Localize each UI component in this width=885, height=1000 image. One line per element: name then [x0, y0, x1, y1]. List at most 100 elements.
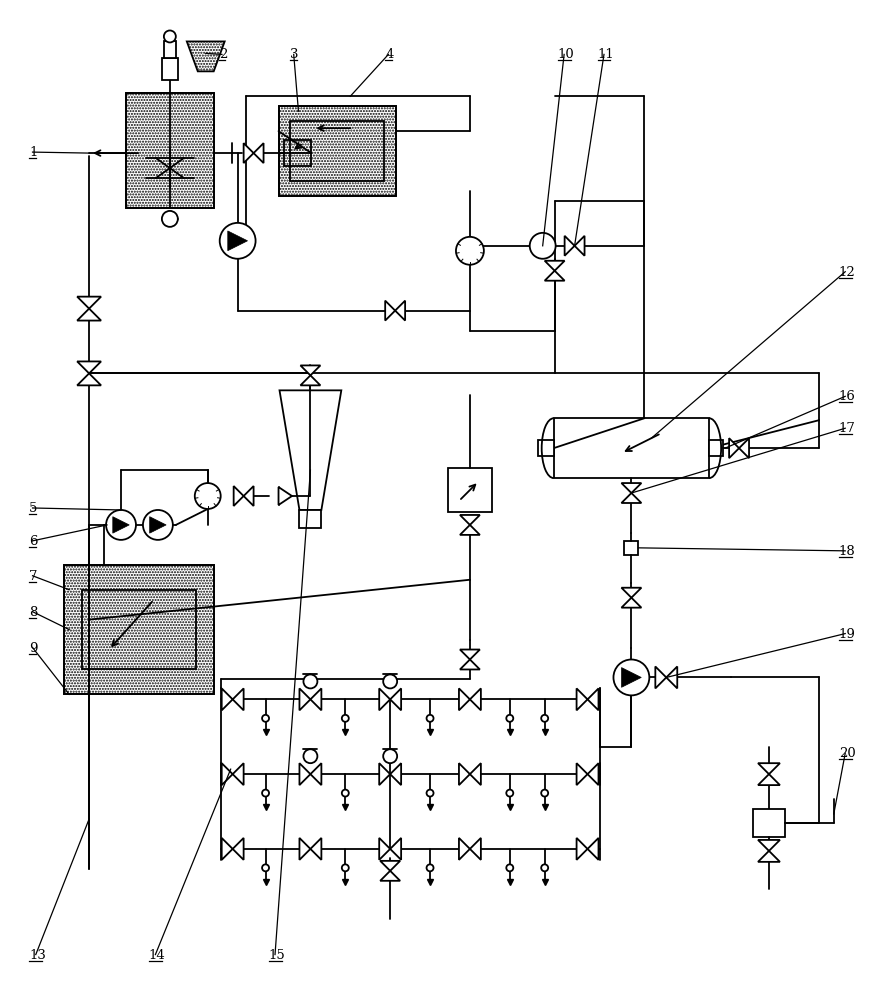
Polygon shape: [621, 668, 642, 687]
Circle shape: [342, 715, 349, 722]
Text: 13: 13: [29, 949, 46, 962]
Circle shape: [456, 237, 484, 265]
Polygon shape: [621, 588, 642, 598]
Circle shape: [262, 790, 269, 797]
Text: 9: 9: [29, 642, 38, 655]
Bar: [126, 93, 213, 208]
Polygon shape: [381, 871, 400, 881]
Polygon shape: [588, 688, 598, 710]
Circle shape: [427, 864, 434, 871]
Polygon shape: [300, 365, 320, 375]
Bar: [162, 58, 178, 80]
Polygon shape: [460, 525, 480, 535]
Polygon shape: [655, 666, 666, 688]
Polygon shape: [390, 763, 401, 785]
Bar: [82, 590, 196, 669]
Text: 4: 4: [385, 48, 394, 61]
Polygon shape: [299, 763, 311, 785]
Polygon shape: [577, 688, 588, 710]
Circle shape: [506, 715, 513, 722]
Text: 15: 15: [268, 949, 285, 962]
Text: 6: 6: [29, 535, 38, 548]
Circle shape: [613, 659, 650, 695]
Bar: [554, 418, 709, 478]
Polygon shape: [233, 688, 243, 710]
Polygon shape: [279, 487, 292, 505]
Text: 5: 5: [29, 502, 38, 515]
Polygon shape: [77, 309, 101, 321]
Circle shape: [383, 674, 397, 688]
Text: 17: 17: [839, 422, 856, 435]
Polygon shape: [565, 236, 574, 256]
Polygon shape: [233, 763, 243, 785]
Polygon shape: [459, 763, 470, 785]
Bar: [709, 440, 723, 456]
Polygon shape: [544, 271, 565, 281]
Polygon shape: [233, 838, 243, 860]
Polygon shape: [379, 838, 390, 860]
Text: 2: 2: [219, 48, 227, 61]
Bar: [279, 106, 396, 196]
Bar: [299, 510, 321, 528]
Polygon shape: [243, 486, 254, 506]
Circle shape: [195, 483, 220, 509]
Text: 3: 3: [290, 48, 299, 61]
Bar: [753, 809, 785, 837]
Text: 19: 19: [839, 628, 856, 641]
Circle shape: [342, 864, 349, 871]
Circle shape: [506, 790, 513, 797]
Bar: [625, 541, 638, 555]
Polygon shape: [311, 688, 321, 710]
Polygon shape: [254, 143, 264, 163]
Polygon shape: [621, 483, 642, 493]
Polygon shape: [621, 493, 642, 503]
Polygon shape: [758, 763, 780, 774]
Polygon shape: [385, 301, 395, 321]
Circle shape: [427, 790, 434, 797]
Circle shape: [143, 510, 173, 540]
Bar: [283, 140, 312, 166]
Circle shape: [530, 233, 556, 259]
Polygon shape: [460, 650, 480, 659]
Polygon shape: [577, 838, 588, 860]
Polygon shape: [311, 763, 321, 785]
Bar: [538, 440, 554, 456]
Polygon shape: [588, 838, 598, 860]
Polygon shape: [379, 763, 390, 785]
Text: 7: 7: [29, 570, 38, 583]
Text: 18: 18: [839, 545, 856, 558]
Circle shape: [427, 715, 434, 722]
Polygon shape: [758, 774, 780, 785]
Polygon shape: [470, 763, 481, 785]
Circle shape: [219, 223, 256, 259]
Polygon shape: [621, 598, 642, 608]
Circle shape: [106, 510, 136, 540]
Polygon shape: [299, 838, 311, 860]
Polygon shape: [666, 666, 677, 688]
Polygon shape: [112, 517, 129, 533]
Circle shape: [542, 864, 548, 871]
Circle shape: [342, 790, 349, 797]
Text: 12: 12: [839, 266, 856, 279]
Polygon shape: [381, 861, 400, 871]
Circle shape: [542, 715, 548, 722]
Text: 1: 1: [29, 146, 38, 159]
Polygon shape: [222, 763, 233, 785]
Polygon shape: [379, 688, 390, 710]
Circle shape: [262, 864, 269, 871]
Polygon shape: [758, 851, 780, 862]
Polygon shape: [311, 838, 321, 860]
Polygon shape: [459, 688, 470, 710]
Polygon shape: [574, 236, 585, 256]
Polygon shape: [299, 688, 311, 710]
Bar: [164, 41, 176, 58]
Circle shape: [542, 790, 548, 797]
Polygon shape: [77, 297, 101, 309]
Polygon shape: [460, 659, 480, 669]
Polygon shape: [470, 688, 481, 710]
Bar: [126, 93, 213, 208]
Polygon shape: [390, 838, 401, 860]
Polygon shape: [222, 688, 233, 710]
Polygon shape: [395, 301, 405, 321]
Polygon shape: [300, 375, 320, 385]
